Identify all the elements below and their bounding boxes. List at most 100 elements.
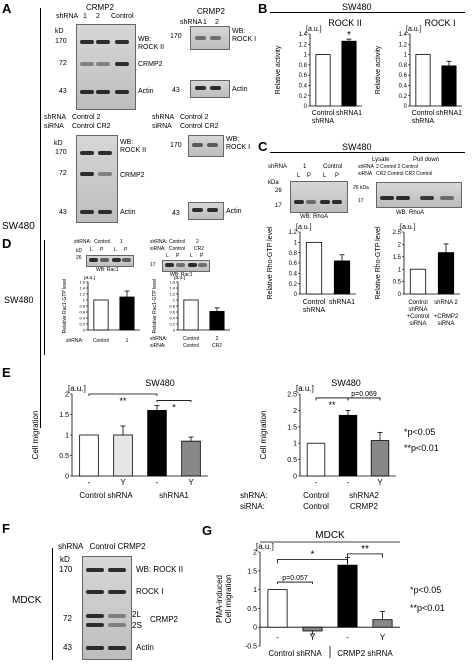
c-pulldown: Pull down [413, 157, 440, 163]
y-axis-label: Relative Rho-GTP level [267, 226, 274, 299]
y-tick-label: 0 [398, 292, 402, 298]
y-tick-label: 0 [83, 327, 86, 332]
mw-170-b-right: 170 [170, 142, 182, 149]
bar [267, 589, 288, 628]
y-tick-label: 2 [398, 243, 402, 249]
panel-c-charts: 00.20.40.60.811.2[a.u.]Relative Rho-GTP … [267, 224, 460, 327]
x-tick-label: Y [188, 478, 194, 487]
x-label-sirna: siRNA: [150, 343, 166, 349]
y-tick-label: 2 [253, 549, 257, 556]
crmp2-label: CRMP2 [138, 61, 163, 68]
unit-label: [a.u.] [400, 224, 416, 231]
d-one: 1 [120, 239, 123, 245]
western-blot-c1 [290, 181, 348, 213]
band [294, 200, 304, 204]
y-tick-label: 2.5 [287, 391, 297, 398]
lane-2: 2 [96, 13, 100, 20]
e-legend-1: *p<0.05 [404, 427, 436, 437]
band [96, 90, 110, 94]
x-label-control: Control [412, 110, 435, 117]
sig-bracket [88, 393, 158, 397]
f-band-2l: 2L [132, 610, 141, 619]
band [86, 623, 104, 627]
bar [302, 626, 323, 632]
y-axis-label: Relative Rac1-GTP level [62, 279, 68, 334]
y-tick-label: 1 [65, 432, 69, 439]
y-tick-label: 0.5 [59, 453, 69, 460]
mw-43-b: 43 [59, 209, 67, 216]
unit-label: [a.u.] [256, 542, 274, 551]
c-shrna2-vals: 2 Control 2 Control [376, 164, 418, 170]
panel-label-f: F [2, 521, 10, 536]
x-label-sirna: siRNA: [240, 502, 265, 511]
panel-d-charts: 00.20.40.60.811.21.41.6[a.u.]Relative Ra… [62, 276, 230, 349]
group-label: shRNA1 [159, 491, 189, 500]
panel-a-bracket [40, 8, 41, 428]
bar [93, 299, 109, 331]
unit-label: [a.u.] [84, 276, 96, 281]
y-tick-label: 1.4 [399, 32, 408, 38]
band [396, 196, 410, 200]
crmp2-label-b: CRMP2 [120, 172, 145, 179]
x-label-group1: siRNA [409, 321, 426, 327]
panel-label-c: C [258, 139, 268, 154]
actin-label-b-right: Actin [226, 208, 242, 215]
significance-star: * [347, 30, 351, 41]
c-mw-17-right: 17 [358, 198, 364, 204]
western-blot-a4 [76, 135, 118, 223]
x-label-shrna: shRNA [412, 118, 435, 125]
y-tick-label: 0.4 [299, 84, 308, 90]
c-lane-l1: L [297, 173, 301, 179]
panel-c-title-line [270, 152, 465, 153]
sig-bracket [156, 400, 192, 403]
chart-title: SW480 [145, 378, 175, 388]
band [86, 590, 104, 594]
y-tick-label: 0 [253, 625, 257, 632]
y-tick-label: 1 [173, 297, 176, 302]
d-mw-17: 17 [150, 262, 156, 268]
unit-label: [a.u.] [174, 276, 186, 281]
y-tick-label: 0.6 [289, 261, 298, 267]
group-label: Control shRNA [79, 491, 133, 500]
c-wb-right: WB: RhoA [396, 210, 425, 216]
x-tick-label: - [347, 478, 350, 487]
band [195, 36, 206, 40]
chart-title: SW480 [331, 378, 361, 388]
band [108, 568, 126, 572]
panel-b-charts: 00.20.40.60.811.21.4[a.u.]Relative activ… [275, 18, 462, 125]
actin-label-b: Actin [120, 209, 136, 216]
y-tick-label: 0.2 [399, 94, 408, 100]
kd-label-b: kD [54, 140, 63, 147]
y-axis-label: Relative activity [375, 45, 382, 94]
y-tick-label: 1 [253, 587, 257, 594]
y-tick-label: 1.4 [79, 285, 85, 290]
f-mw-43: 43 [63, 643, 72, 652]
y-tick-label: 0.4 [289, 271, 298, 277]
crmp2-header: CRMP2 [86, 3, 115, 12]
x-label-group1: Control [408, 300, 427, 306]
lane-1-right: 1 [203, 19, 207, 26]
y-tick-label: 0 [304, 104, 308, 110]
band [320, 200, 330, 204]
lane-1: 1 [83, 13, 87, 20]
lane-2-right: 2 [215, 19, 219, 26]
y-tick-label: 0.6 [399, 73, 408, 79]
panel-b-title: SW480 [342, 2, 372, 12]
y-axis-label: Relative Rho-GTP level [375, 226, 382, 299]
y-tick-label: 1.6 [169, 279, 175, 284]
panel-f-bracket [52, 548, 53, 660]
chart-title: ROCK II [328, 18, 362, 28]
y-tick-label: 1 [83, 297, 86, 302]
mw-72-b: 72 [59, 170, 67, 177]
band [122, 258, 131, 262]
x-label-group2: shRNA 2 [434, 300, 458, 306]
x-label-control2: Control [183, 343, 199, 349]
band [86, 614, 104, 618]
y-tick-label: 1 [398, 267, 402, 273]
y-tick-label: 1 [294, 240, 298, 246]
x-label-group2: +CRMP2 [434, 314, 459, 320]
band [98, 151, 112, 155]
band [96, 62, 110, 66]
bar [409, 268, 427, 295]
band [420, 196, 434, 200]
